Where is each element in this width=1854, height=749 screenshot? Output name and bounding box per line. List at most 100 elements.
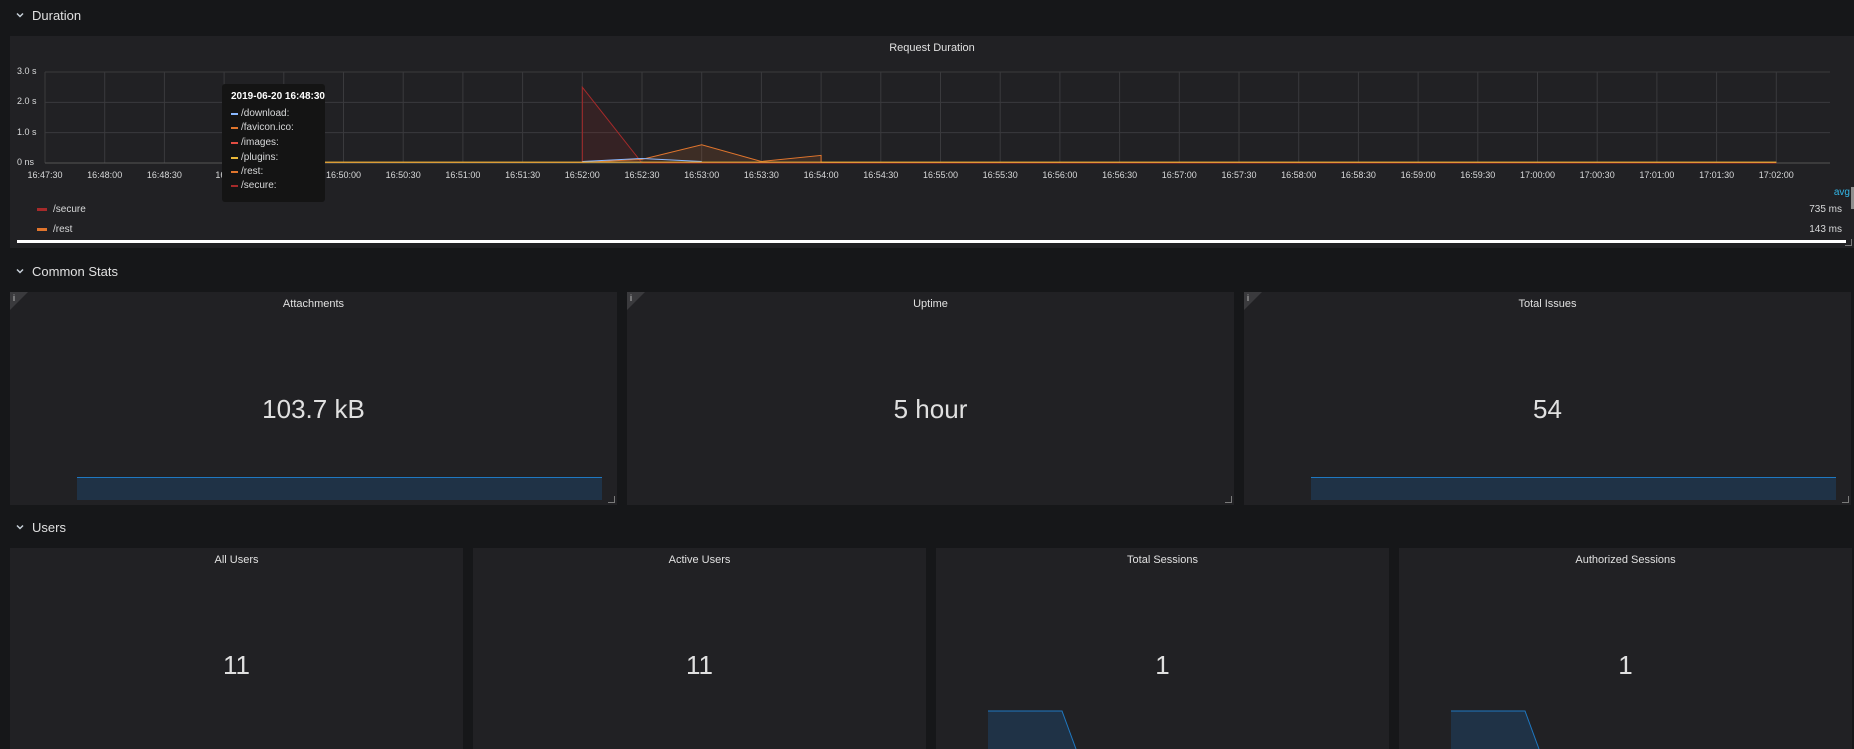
x-tick-label: 16:51:00 bbox=[445, 170, 481, 180]
y-tick-label: 1.0 s bbox=[17, 126, 37, 137]
row-title: Common Stats bbox=[32, 263, 118, 279]
panel-title[interactable]: Total Sessions bbox=[1127, 554, 1198, 566]
x-tick-label: 17:01:30 bbox=[1699, 170, 1735, 180]
x-tick-label: 16:50:30 bbox=[385, 170, 421, 180]
x-tick-label: 16:52:30 bbox=[624, 170, 660, 180]
chevron-down-icon[interactable] bbox=[14, 265, 26, 277]
series-swatch bbox=[231, 170, 238, 173]
tooltip-item: /plugins: bbox=[231, 152, 278, 163]
stat-value: 1 bbox=[1155, 650, 1170, 680]
uptime-panel[interactable]: i Uptime 5 hour bbox=[627, 292, 1234, 505]
total-sessions-panel[interactable]: Total Sessions 1 bbox=[936, 548, 1389, 749]
x-tick-label: 16:57:00 bbox=[1161, 170, 1197, 180]
x-tick-label: 16:57:30 bbox=[1221, 170, 1257, 180]
panel-title[interactable]: All Users bbox=[214, 554, 259, 566]
resize-handle[interactable] bbox=[1845, 239, 1852, 246]
legend-scroll-track[interactable] bbox=[17, 240, 1846, 243]
x-tick-label: 16:51:30 bbox=[505, 170, 541, 180]
stat-value: 54 bbox=[1533, 394, 1562, 424]
series-swatch bbox=[231, 141, 238, 144]
panel-title[interactable]: Total Issues bbox=[1518, 298, 1577, 310]
authorized-sessions-panel[interactable]: Authorized Sessions 1 bbox=[1399, 548, 1852, 749]
stat-value: 11 bbox=[223, 650, 250, 680]
x-tick-label: 16:56:30 bbox=[1102, 170, 1138, 180]
x-tick-label: 16:48:30 bbox=[146, 170, 182, 180]
attachments-panel[interactable]: i Attachments 103.7 kB bbox=[10, 292, 617, 505]
legend-item-secure[interactable]: /secure 735 ms bbox=[27, 200, 1842, 218]
resize-handle[interactable] bbox=[1225, 496, 1232, 503]
legend-item-rest[interactable]: /rest 143 ms bbox=[27, 220, 1842, 238]
tooltip-item: /images: bbox=[231, 137, 279, 148]
series-line-download bbox=[582, 157, 702, 162]
row-duration[interactable]: Duration bbox=[0, 0, 1854, 30]
x-tick-label: 16:54:30 bbox=[863, 170, 899, 180]
sparkline bbox=[1451, 710, 1540, 749]
tooltip-item: /secure: bbox=[231, 180, 277, 191]
tooltip-label: /secure: bbox=[241, 180, 277, 191]
legend-value: 735 ms bbox=[1809, 203, 1842, 215]
row-common-stats[interactable]: Common Stats bbox=[0, 256, 1854, 286]
all-users-panel[interactable]: All Users 11 bbox=[10, 548, 463, 749]
x-tick-label: 17:01:00 bbox=[1639, 170, 1675, 180]
resize-handle[interactable] bbox=[608, 496, 615, 503]
stat-value: 1 bbox=[1618, 650, 1633, 680]
x-tick-label: 16:58:00 bbox=[1281, 170, 1317, 180]
legend-swatch bbox=[37, 207, 47, 211]
panel-title[interactable]: Request Duration bbox=[889, 42, 975, 54]
x-tick-label: 16:53:30 bbox=[743, 170, 779, 180]
series-swatch bbox=[231, 184, 238, 187]
panel-title[interactable]: Uptime bbox=[913, 298, 948, 310]
tooltip-label: /plugins: bbox=[241, 152, 279, 163]
total-issues-panel[interactable]: i Total Issues 54 bbox=[1244, 292, 1851, 505]
x-tick-label: 17:00:30 bbox=[1579, 170, 1615, 180]
legend-value: 143 ms bbox=[1809, 223, 1842, 235]
tooltip-label: /rest: bbox=[241, 166, 264, 177]
tooltip-time: 2019-06-20 16:48:30 bbox=[231, 91, 325, 102]
panel-title[interactable]: Active Users bbox=[668, 554, 731, 566]
x-tick-label: 16:56:00 bbox=[1042, 170, 1078, 180]
tooltip-item: /rest: bbox=[231, 166, 263, 177]
x-tick-label: 16:53:00 bbox=[684, 170, 720, 180]
x-tick-label: 17:02:00 bbox=[1758, 170, 1794, 180]
info-corner[interactable] bbox=[627, 292, 645, 310]
active-users-panel[interactable]: Active Users 11 bbox=[473, 548, 926, 749]
sparkline bbox=[77, 477, 602, 500]
stat-value: 5 hour bbox=[893, 394, 968, 424]
x-tick-label: 16:52:00 bbox=[564, 170, 600, 180]
x-tick-label: 16:47:30 bbox=[27, 170, 63, 180]
series-swatch bbox=[231, 112, 238, 115]
x-tick-label: 17:00:00 bbox=[1519, 170, 1556, 180]
chevron-down-icon[interactable] bbox=[14, 521, 26, 533]
tooltip-item: /download: bbox=[231, 108, 289, 119]
series-swatch bbox=[231, 126, 238, 129]
legend-scrollbar[interactable] bbox=[1851, 187, 1854, 209]
info-icon[interactable]: i bbox=[1247, 293, 1249, 303]
info-corner[interactable] bbox=[1244, 292, 1262, 310]
row-title: Users bbox=[32, 519, 66, 535]
x-tick-label: 16:55:00 bbox=[922, 170, 959, 180]
legend-name: /secure bbox=[53, 203, 86, 215]
info-corner[interactable] bbox=[10, 292, 28, 310]
tooltip-item: /favicon.ico: bbox=[231, 122, 294, 133]
stat-value: 103.7 kB bbox=[262, 394, 365, 424]
x-tick-label: 16:59:00 bbox=[1400, 170, 1436, 180]
series-line-secure bbox=[581, 85, 1777, 164]
chevron-down-icon[interactable] bbox=[14, 9, 26, 21]
x-tick-label: 16:48:00 bbox=[87, 170, 123, 180]
tooltip-label: /images: bbox=[241, 137, 279, 148]
legend-name: /rest bbox=[53, 223, 73, 235]
resize-handle[interactable] bbox=[1842, 496, 1849, 503]
y-tick-label: 2.0 s bbox=[17, 96, 37, 107]
stat-value: 11 bbox=[686, 650, 713, 680]
sparkline bbox=[988, 710, 1077, 749]
legend-header[interactable]: avg bbox=[1833, 187, 1850, 198]
y-tick-label: 0 ns bbox=[17, 157, 35, 167]
row-users[interactable]: Users bbox=[0, 512, 1854, 542]
panel-title[interactable]: Attachments bbox=[282, 298, 345, 310]
x-tick-label: 16:54:00 bbox=[803, 170, 839, 180]
info-icon[interactable]: i bbox=[13, 293, 15, 303]
x-tick-label: 16:58:30 bbox=[1340, 170, 1376, 180]
legend-swatch bbox=[37, 227, 47, 231]
panel-title[interactable]: Authorized Sessions bbox=[1575, 554, 1676, 566]
info-icon[interactable]: i bbox=[630, 293, 632, 303]
